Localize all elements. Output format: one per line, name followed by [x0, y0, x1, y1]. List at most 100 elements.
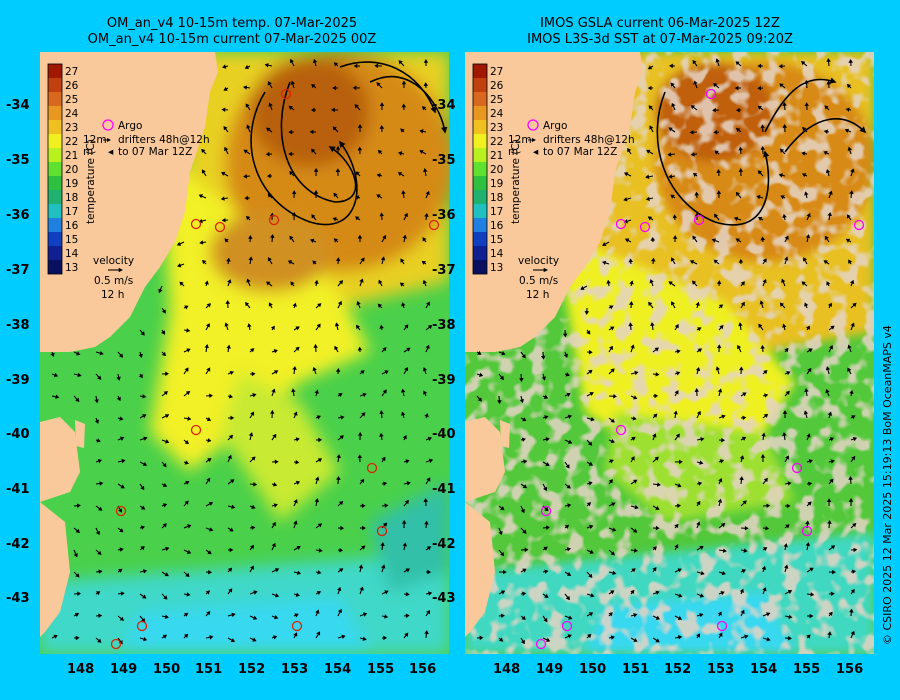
current-vector-head	[757, 85, 762, 91]
current-vector-head	[565, 372, 570, 377]
current-vector-head	[228, 434, 234, 440]
current-vector-head	[782, 102, 787, 107]
current-vector-head	[119, 528, 124, 533]
current-vector-head	[805, 325, 810, 330]
current-vector-head	[826, 58, 831, 62]
current-vector-head	[208, 569, 213, 575]
current-vector-head	[359, 586, 364, 591]
current-vector-head	[295, 346, 300, 352]
current-vector-head	[800, 61, 806, 66]
colorbar-label: temperature (C)	[85, 139, 97, 224]
current-vector-head	[380, 542, 385, 547]
current-vector-head	[720, 591, 725, 596]
current-vector-head	[848, 59, 854, 63]
current-vector-head	[227, 567, 233, 572]
current-vector-head	[141, 617, 146, 623]
current-vector-head	[655, 638, 660, 643]
right-title-line2: IMOS L3S-3d SST at 07-Mar-2025 09:20Z	[527, 32, 793, 47]
current-vector-head	[623, 172, 629, 177]
argo-circle-icon	[428, 219, 440, 231]
current-vector-head	[580, 285, 585, 290]
current-vector-head	[295, 437, 300, 442]
current-vector-head	[427, 436, 432, 441]
current-vector-head	[825, 168, 831, 174]
current-vector-head	[655, 372, 660, 377]
current-vector-head	[116, 396, 121, 402]
current-vector-head	[294, 613, 299, 618]
current-vector-head	[523, 459, 528, 464]
current-vector-head	[779, 148, 785, 153]
current-vector-head	[522, 484, 528, 489]
current-vector-head	[738, 366, 744, 371]
current-vector-head	[406, 481, 411, 486]
current-vector-head	[780, 195, 785, 200]
current-vector-head	[784, 256, 789, 261]
current-vector-head	[205, 323, 210, 328]
current-vector-head	[778, 173, 783, 178]
current-vector-head	[120, 484, 125, 489]
current-vector-head	[118, 353, 124, 358]
current-vector-head	[271, 542, 276, 548]
current-vector-head	[719, 324, 724, 330]
current-vector-head	[379, 102, 385, 106]
current-vector-head	[566, 392, 571, 397]
current-vector-head	[735, 191, 740, 197]
lat-tick: -37	[432, 263, 456, 278]
current-vector-head	[735, 128, 741, 133]
current-vector-head	[362, 636, 367, 641]
current-vector-head	[623, 197, 628, 202]
lat-tick: -36	[6, 208, 30, 223]
current-vector-head	[823, 150, 828, 156]
current-vector-head	[311, 214, 316, 219]
current-vector-head	[296, 545, 301, 550]
cb-tick: 14	[490, 248, 504, 260]
current-vector-head	[827, 212, 833, 217]
current-vector-head	[675, 371, 681, 376]
current-vector-head	[362, 612, 368, 617]
lat-tick: -36	[432, 208, 456, 223]
current-vector-head	[787, 636, 792, 641]
current-vector-head	[739, 455, 745, 460]
current-vector-head	[697, 348, 703, 353]
current-vector-head	[424, 413, 429, 418]
current-vector-head	[524, 547, 529, 553]
current-vector-head	[251, 456, 256, 461]
current-vector-head	[826, 80, 832, 85]
current-vector-head	[677, 483, 682, 488]
current-vector-head	[252, 615, 258, 620]
current-vector-head	[764, 393, 769, 398]
current-vector-head	[381, 456, 386, 462]
current-vector-head	[498, 637, 504, 642]
current-vector-head	[737, 344, 742, 350]
cb-tick: 27	[65, 66, 78, 78]
current-vector-head	[647, 85, 652, 91]
current-vector-head	[226, 344, 231, 349]
current-vector-head	[721, 570, 726, 576]
current-vector-head	[422, 279, 427, 285]
current-vector-head	[401, 103, 407, 108]
current-vector-head	[564, 524, 570, 529]
cb-tick: 19	[65, 178, 78, 190]
left-title-line2: OM_an_v4 10-15m current 07-Mar-2025 00Z	[87, 32, 377, 47]
current-vector-head	[630, 589, 635, 595]
current-vector-head	[223, 126, 228, 131]
current-vector-head	[716, 344, 722, 349]
current-vector-head	[740, 281, 745, 286]
current-vector-head	[633, 637, 638, 642]
current-vector-head	[712, 107, 716, 113]
lon-tick: 151	[622, 662, 650, 677]
current-vector-head	[335, 168, 341, 172]
cb-tick: 21	[490, 150, 503, 162]
current-vector-head	[74, 613, 80, 618]
current-vector-head	[735, 238, 740, 243]
current-vector-head	[401, 411, 406, 416]
current-vector-head	[601, 260, 607, 265]
colorbar-ticks: 27 26 25 24 23 22 21 20 19 18 17 16 15 1…	[490, 66, 504, 274]
current-vector-head	[606, 279, 611, 284]
current-vector-head	[341, 634, 346, 640]
lat-tick: -43	[6, 591, 30, 606]
current-vector-head	[500, 590, 506, 595]
current-vector-head	[803, 257, 808, 262]
current-vector-head	[267, 257, 272, 262]
current-vector-head	[165, 439, 170, 444]
